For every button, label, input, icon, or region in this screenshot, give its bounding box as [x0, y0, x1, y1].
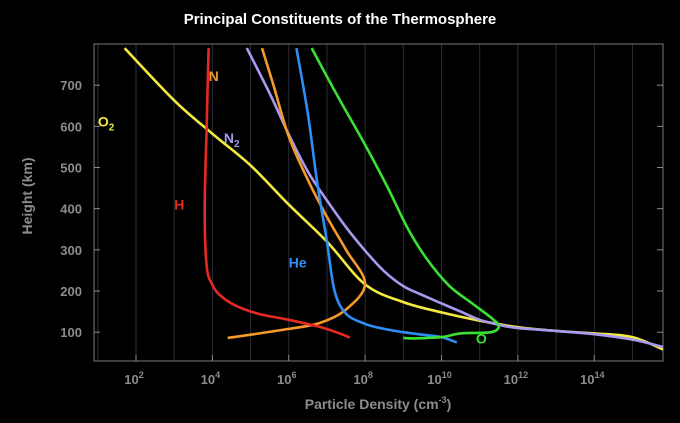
- y-tick-label: 200: [60, 284, 82, 299]
- y-tick-label: 300: [60, 243, 82, 258]
- plot-frame: [93, 43, 664, 362]
- x-tick-label: 1010: [427, 370, 451, 387]
- y-axis-title: Height (km): [19, 158, 35, 235]
- x-tick-label: 104: [201, 370, 220, 387]
- chart-title: Principal Constituents of the Thermosphe…: [184, 11, 497, 28]
- x-tick-label: 1014: [580, 370, 604, 387]
- x-axis-title: Particle Density (cm-3): [305, 395, 452, 412]
- series-label-h: H: [174, 196, 184, 212]
- x-axis-title-exponent: -3: [439, 395, 447, 405]
- series-line-n2: [245, 47, 664, 349]
- series-line-h: [203, 48, 351, 339]
- series-label-he: He: [289, 255, 307, 271]
- x-axis-title-suffix: ): [447, 396, 452, 412]
- x-tick-label: 1012: [504, 370, 528, 387]
- series-label-o: O: [476, 331, 487, 347]
- series-line-n: [227, 47, 367, 340]
- y-tick-label: 400: [60, 202, 82, 217]
- series-labels: O2 N2 N He O H: [98, 68, 487, 347]
- y-tick-label: 100: [60, 325, 82, 340]
- series-lines: [123, 47, 664, 351]
- x-axis-ticks: 102 104 106 108 1010 1012 1014: [124, 355, 605, 387]
- series-label-o2: O2: [98, 113, 115, 133]
- x-tick-label: 106: [277, 370, 296, 387]
- series-label-n2: N2: [224, 130, 240, 150]
- y-tick-label: 600: [60, 119, 82, 134]
- series-line-he: [295, 47, 458, 344]
- y-tick-label: 500: [60, 161, 82, 176]
- x-tick-label: 108: [353, 370, 372, 387]
- y-tick-label: 700: [60, 78, 82, 93]
- y-axis-ticks: 100 200 300 400 500 600 700: [60, 78, 663, 340]
- series-label-n: N: [209, 68, 219, 84]
- x-axis-title-main: Particle Density (cm: [305, 396, 439, 412]
- grid-lines: [97, 44, 633, 361]
- series-line-o: [310, 47, 501, 340]
- x-tick-label: 102: [124, 370, 143, 387]
